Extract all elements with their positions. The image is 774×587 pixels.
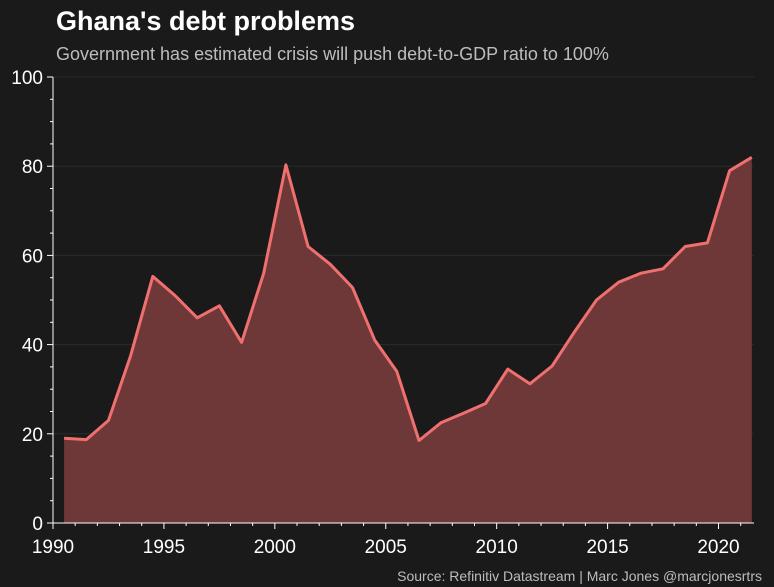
y-tick-label-20: 20 xyxy=(22,425,43,446)
x-tick-label-1990: 1990 xyxy=(32,537,74,558)
x-tick-label-1995: 1995 xyxy=(143,537,185,558)
y-tick-label-60: 60 xyxy=(22,246,43,267)
chart-subtitle: Government has estimated crisis will pus… xyxy=(56,44,609,64)
x-tick-label-2020: 2020 xyxy=(697,537,739,558)
x-tick-label-2015: 2015 xyxy=(586,537,628,558)
y-tick-label-80: 80 xyxy=(22,157,43,178)
y-axis-ticks: 0 20 40 60 80 100 xyxy=(11,68,53,535)
x-axis-ticks: 1990 1995 2000 2005 2010 2015 2020 xyxy=(32,523,742,558)
source-note: Source: Refinitiv Datastream | Marc Jone… xyxy=(397,568,762,584)
y-tick-label-40: 40 xyxy=(22,336,43,357)
x-tick-label-2010: 2010 xyxy=(476,537,518,558)
chart-title: Ghana's debt problems xyxy=(56,6,355,36)
x-tick-label-2005: 2005 xyxy=(365,537,407,558)
x-tick-label-2000: 2000 xyxy=(254,537,296,558)
y-tick-label-100: 100 xyxy=(11,68,43,89)
series-line xyxy=(64,156,753,442)
area-fill xyxy=(64,157,752,524)
y-tick-label-0: 0 xyxy=(32,514,43,535)
